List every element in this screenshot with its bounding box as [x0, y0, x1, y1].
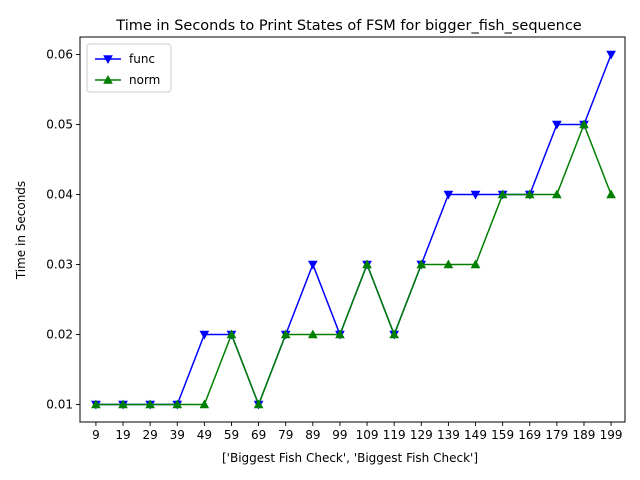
- data-point-norm: [552, 189, 562, 199]
- legend: func norm: [86, 43, 172, 93]
- y-axis-label: Time in Seconds: [14, 181, 28, 280]
- series-line-norm: [95, 122, 612, 407]
- y-tick-label: 0.05: [46, 118, 73, 132]
- y-tick-label: 0.03: [46, 258, 73, 272]
- legend-item-func: func: [95, 52, 155, 66]
- series-norm: [91, 119, 616, 409]
- x-tick-label: 69: [251, 428, 266, 442]
- data-point-norm: [443, 259, 454, 269]
- x-tick-label: 89: [305, 428, 320, 442]
- data-point-norm: [606, 189, 616, 199]
- y-tick-label: 0.06: [46, 48, 73, 62]
- data-point-func: [470, 190, 481, 200]
- x-tick-label: 99: [332, 428, 347, 442]
- legend-label: norm: [129, 73, 160, 87]
- y-tick-label: 0.01: [46, 398, 73, 412]
- y-axis: 0.01 0.02 0.03 0.04 0.05 0.06: [46, 48, 80, 412]
- data-point-norm: [579, 119, 589, 129]
- data-point-norm: [145, 399, 155, 409]
- data-point-norm: [416, 259, 427, 269]
- data-point-norm: [280, 329, 291, 339]
- data-point-func: [606, 50, 616, 60]
- data-point-norm: [362, 259, 372, 269]
- x-tick-label: 149: [464, 428, 487, 442]
- data-point-norm: [91, 399, 101, 409]
- x-tick-label: 179: [545, 428, 568, 442]
- y-tick-label: 0.04: [46, 188, 73, 202]
- x-axis: 9 19 29 39 49 59 69 79 89 99 109 119 129 139 149 159 169…: [92, 422, 623, 442]
- x-tick-label: 39: [170, 428, 185, 442]
- x-tick-label: 189: [573, 428, 596, 442]
- legend-label: func: [129, 52, 155, 66]
- x-tick-label: 79: [278, 428, 293, 442]
- data-point-norm: [524, 189, 535, 199]
- x-tick-label: 159: [491, 428, 514, 442]
- data-point-norm: [335, 329, 345, 339]
- data-point-func: [199, 330, 210, 340]
- plot-area: [79, 36, 626, 423]
- plot-frame: [79, 36, 626, 423]
- data-point-norm: [389, 329, 400, 339]
- legend-item-norm: norm: [95, 73, 160, 87]
- x-tick-label: 59: [224, 428, 239, 442]
- x-tick-label: 9: [92, 428, 100, 442]
- y-tick-label: 0.02: [46, 328, 73, 342]
- data-point-norm: [226, 329, 237, 339]
- chart-title: Time in Seconds to Print States of FSM f…: [115, 18, 582, 34]
- data-point-norm: [470, 259, 481, 269]
- data-point-norm: [253, 399, 264, 409]
- data-point-func: [552, 120, 562, 130]
- x-tick-label: 29: [143, 428, 158, 442]
- data-point-norm: [172, 399, 183, 409]
- data-point-norm: [497, 189, 508, 199]
- data-point-norm: [118, 399, 128, 409]
- data-point-norm: [307, 329, 318, 339]
- legend-marker: [103, 74, 113, 84]
- data-point-norm: [199, 399, 210, 409]
- data-point-func: [307, 260, 318, 270]
- x-tick-label: 119: [383, 428, 406, 442]
- x-tick-label: 109: [356, 428, 379, 442]
- series-layer: [91, 50, 616, 410]
- x-tick-label: 139: [437, 428, 460, 442]
- x-tick-label: 169: [518, 428, 541, 442]
- x-tick-label: 49: [197, 428, 212, 442]
- x-tick-label: 19: [115, 428, 130, 442]
- x-tick-label: 199: [600, 428, 623, 442]
- data-point-func: [443, 190, 454, 200]
- x-tick-label: 129: [410, 428, 433, 442]
- x-axis-label: ['Biggest Fish Check', 'Biggest Fish Che…: [222, 451, 478, 465]
- legend-marker: [103, 55, 113, 65]
